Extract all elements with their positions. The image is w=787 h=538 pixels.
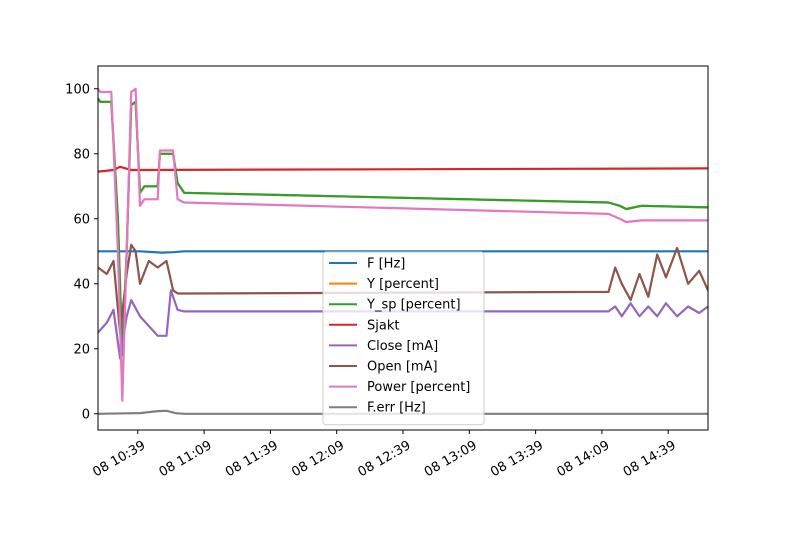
y-tick-label: 60 [73, 212, 90, 227]
legend-label-f-hz: F [Hz] [367, 257, 405, 272]
y-tick-label: 40 [73, 277, 90, 292]
series-line-open-ma [98, 243, 708, 334]
legend-label-sjakt: Sjakt [367, 318, 399, 333]
y-tick-label: 20 [73, 342, 90, 357]
series-line-f-err-hz [98, 409, 708, 415]
y-tick-label: 80 [73, 147, 90, 162]
legend: F [Hz] Y [percent] Y_sp [percent] Sjakt Clos… [322, 251, 485, 426]
y-axis: 0 20 40 60 80 100 [65, 82, 98, 422]
series-line-power-percent [98, 87, 708, 402]
series-line-y-sp-percent [98, 97, 708, 357]
series-lines [98, 87, 708, 415]
legend-box [322, 251, 485, 426]
series-line-close-ma [98, 289, 708, 360]
series-line-f-hz [98, 250, 708, 254]
legend-label-power-percent: Power [percent] [367, 380, 470, 395]
y-tick-label: 0 [82, 407, 90, 422]
legend-label-y-sp-percent: Y_sp [percent] [366, 298, 461, 313]
legend-label-y-percent: Y [percent] [366, 277, 439, 292]
legend-label-close-ma: Close [mA] [367, 339, 438, 354]
legend-label-f-err-hz: F.err [Hz] [367, 401, 426, 416]
series-line-sjakt [98, 165, 708, 173]
legend-label-open-ma: Open [mA] [367, 360, 438, 375]
y-tick-label: 100 [65, 82, 90, 97]
